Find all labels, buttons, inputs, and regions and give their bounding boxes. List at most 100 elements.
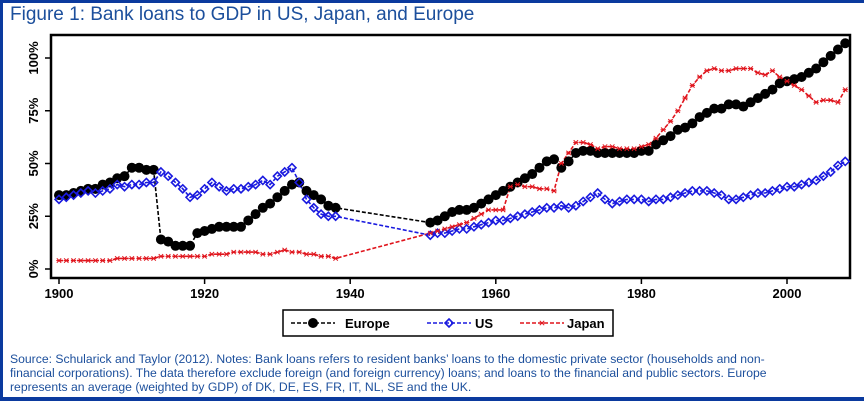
data-point-europe bbox=[549, 154, 560, 165]
data-point-japan bbox=[427, 230, 433, 236]
data-point-us bbox=[497, 215, 509, 226]
data-point-us bbox=[752, 187, 764, 199]
data-point-japan bbox=[638, 144, 645, 150]
data-point-europe bbox=[578, 145, 589, 156]
data-point-us bbox=[687, 185, 698, 197]
data-point-us bbox=[104, 183, 116, 194]
data-point-japan bbox=[143, 255, 150, 262]
data-point-us bbox=[774, 183, 785, 194]
data-point-us bbox=[294, 177, 305, 188]
data-point-europe bbox=[563, 156, 574, 167]
data-point-japan bbox=[434, 228, 441, 234]
data-point-us bbox=[206, 177, 218, 188]
data-point-europe bbox=[228, 221, 239, 232]
data-point-japan bbox=[325, 253, 332, 259]
data-point-us bbox=[541, 202, 552, 213]
data-point-us bbox=[658, 194, 669, 205]
legend-label-europe: Europe bbox=[345, 316, 390, 331]
data-point-europe bbox=[250, 209, 261, 220]
data-point-japan bbox=[740, 65, 747, 72]
data-point-europe bbox=[658, 135, 669, 146]
data-point-japan bbox=[733, 65, 739, 72]
data-point-us bbox=[512, 211, 523, 222]
data-point-us bbox=[636, 194, 647, 205]
data-point-us bbox=[61, 192, 72, 203]
x-tick-label: 2000 bbox=[773, 286, 802, 301]
data-point-japan bbox=[485, 207, 492, 213]
data-point-japan bbox=[129, 255, 135, 262]
data-point-us bbox=[235, 183, 247, 194]
data-point-us bbox=[155, 166, 167, 178]
data-point-europe bbox=[468, 202, 479, 213]
legend: Europe US Japan bbox=[282, 309, 614, 337]
data-point-europe bbox=[221, 221, 232, 232]
data-point-japan bbox=[223, 251, 230, 257]
data-point-japan bbox=[245, 249, 251, 255]
data-point-japan bbox=[667, 118, 674, 124]
data-point-japan bbox=[442, 226, 448, 232]
data-point-japan bbox=[85, 258, 91, 264]
y-tick-label: 50% bbox=[26, 150, 41, 176]
data-point-us bbox=[810, 175, 822, 186]
data-point-us bbox=[53, 194, 65, 205]
data-point-japan bbox=[514, 182, 521, 188]
data-point-us bbox=[548, 202, 560, 213]
data-point-japan bbox=[92, 258, 99, 264]
data-point-europe bbox=[301, 185, 312, 196]
data-point-japan bbox=[99, 258, 106, 264]
data-point-japan bbox=[653, 135, 659, 141]
data-point-europe bbox=[439, 211, 450, 222]
data-point-europe bbox=[257, 202, 268, 213]
data-point-us bbox=[119, 181, 130, 192]
data-point-japan bbox=[522, 184, 528, 190]
data-point-europe bbox=[760, 88, 771, 99]
data-point-us bbox=[628, 194, 640, 205]
data-point-europe bbox=[141, 164, 152, 175]
data-point-us bbox=[228, 183, 239, 194]
data-point-us bbox=[738, 192, 749, 203]
data-point-us bbox=[672, 190, 683, 201]
data-point-japan bbox=[798, 87, 805, 93]
series-markers bbox=[53, 38, 851, 264]
data-point-us bbox=[825, 166, 836, 178]
data-point-europe bbox=[316, 194, 327, 205]
data-point-japan bbox=[165, 253, 171, 259]
data-point-us bbox=[803, 177, 814, 188]
data-point-japan bbox=[187, 253, 193, 259]
plot-frame bbox=[49, 33, 852, 280]
data-point-europe bbox=[185, 240, 196, 251]
data-point-europe bbox=[600, 147, 610, 158]
data-point-us bbox=[476, 219, 487, 230]
data-point-us bbox=[82, 185, 94, 197]
notes-line: financial corporations). The data theref… bbox=[10, 366, 767, 380]
data-point-europe bbox=[119, 171, 130, 182]
data-point-japan bbox=[682, 95, 688, 101]
legend-marker-europe bbox=[308, 318, 318, 328]
data-point-us bbox=[840, 156, 851, 167]
data-point-japan bbox=[645, 141, 652, 148]
data-point-europe bbox=[308, 190, 319, 201]
data-point-japan bbox=[70, 258, 77, 264]
data-point-japan bbox=[711, 65, 717, 72]
data-point-japan bbox=[609, 144, 615, 150]
data-point-japan bbox=[209, 251, 215, 257]
data-point-japan bbox=[558, 160, 565, 167]
data-point-us bbox=[148, 177, 159, 188]
data-point-us bbox=[286, 162, 298, 173]
legend-label-japan: Japan bbox=[567, 316, 605, 331]
data-point-japan bbox=[747, 65, 754, 72]
data-point-japan bbox=[121, 255, 128, 262]
data-point-japan bbox=[136, 255, 142, 262]
data-point-europe bbox=[745, 97, 756, 108]
series-markers-europe bbox=[54, 38, 851, 251]
data-point-europe bbox=[236, 221, 246, 232]
data-point-japan bbox=[463, 220, 470, 226]
data-point-japan bbox=[704, 68, 710, 74]
data-point-us bbox=[694, 185, 705, 197]
data-point-japan bbox=[835, 99, 841, 105]
data-point-us bbox=[796, 179, 807, 190]
data-point-us bbox=[243, 181, 254, 192]
data-point-europe bbox=[752, 93, 763, 104]
data-point-japan bbox=[158, 253, 164, 259]
